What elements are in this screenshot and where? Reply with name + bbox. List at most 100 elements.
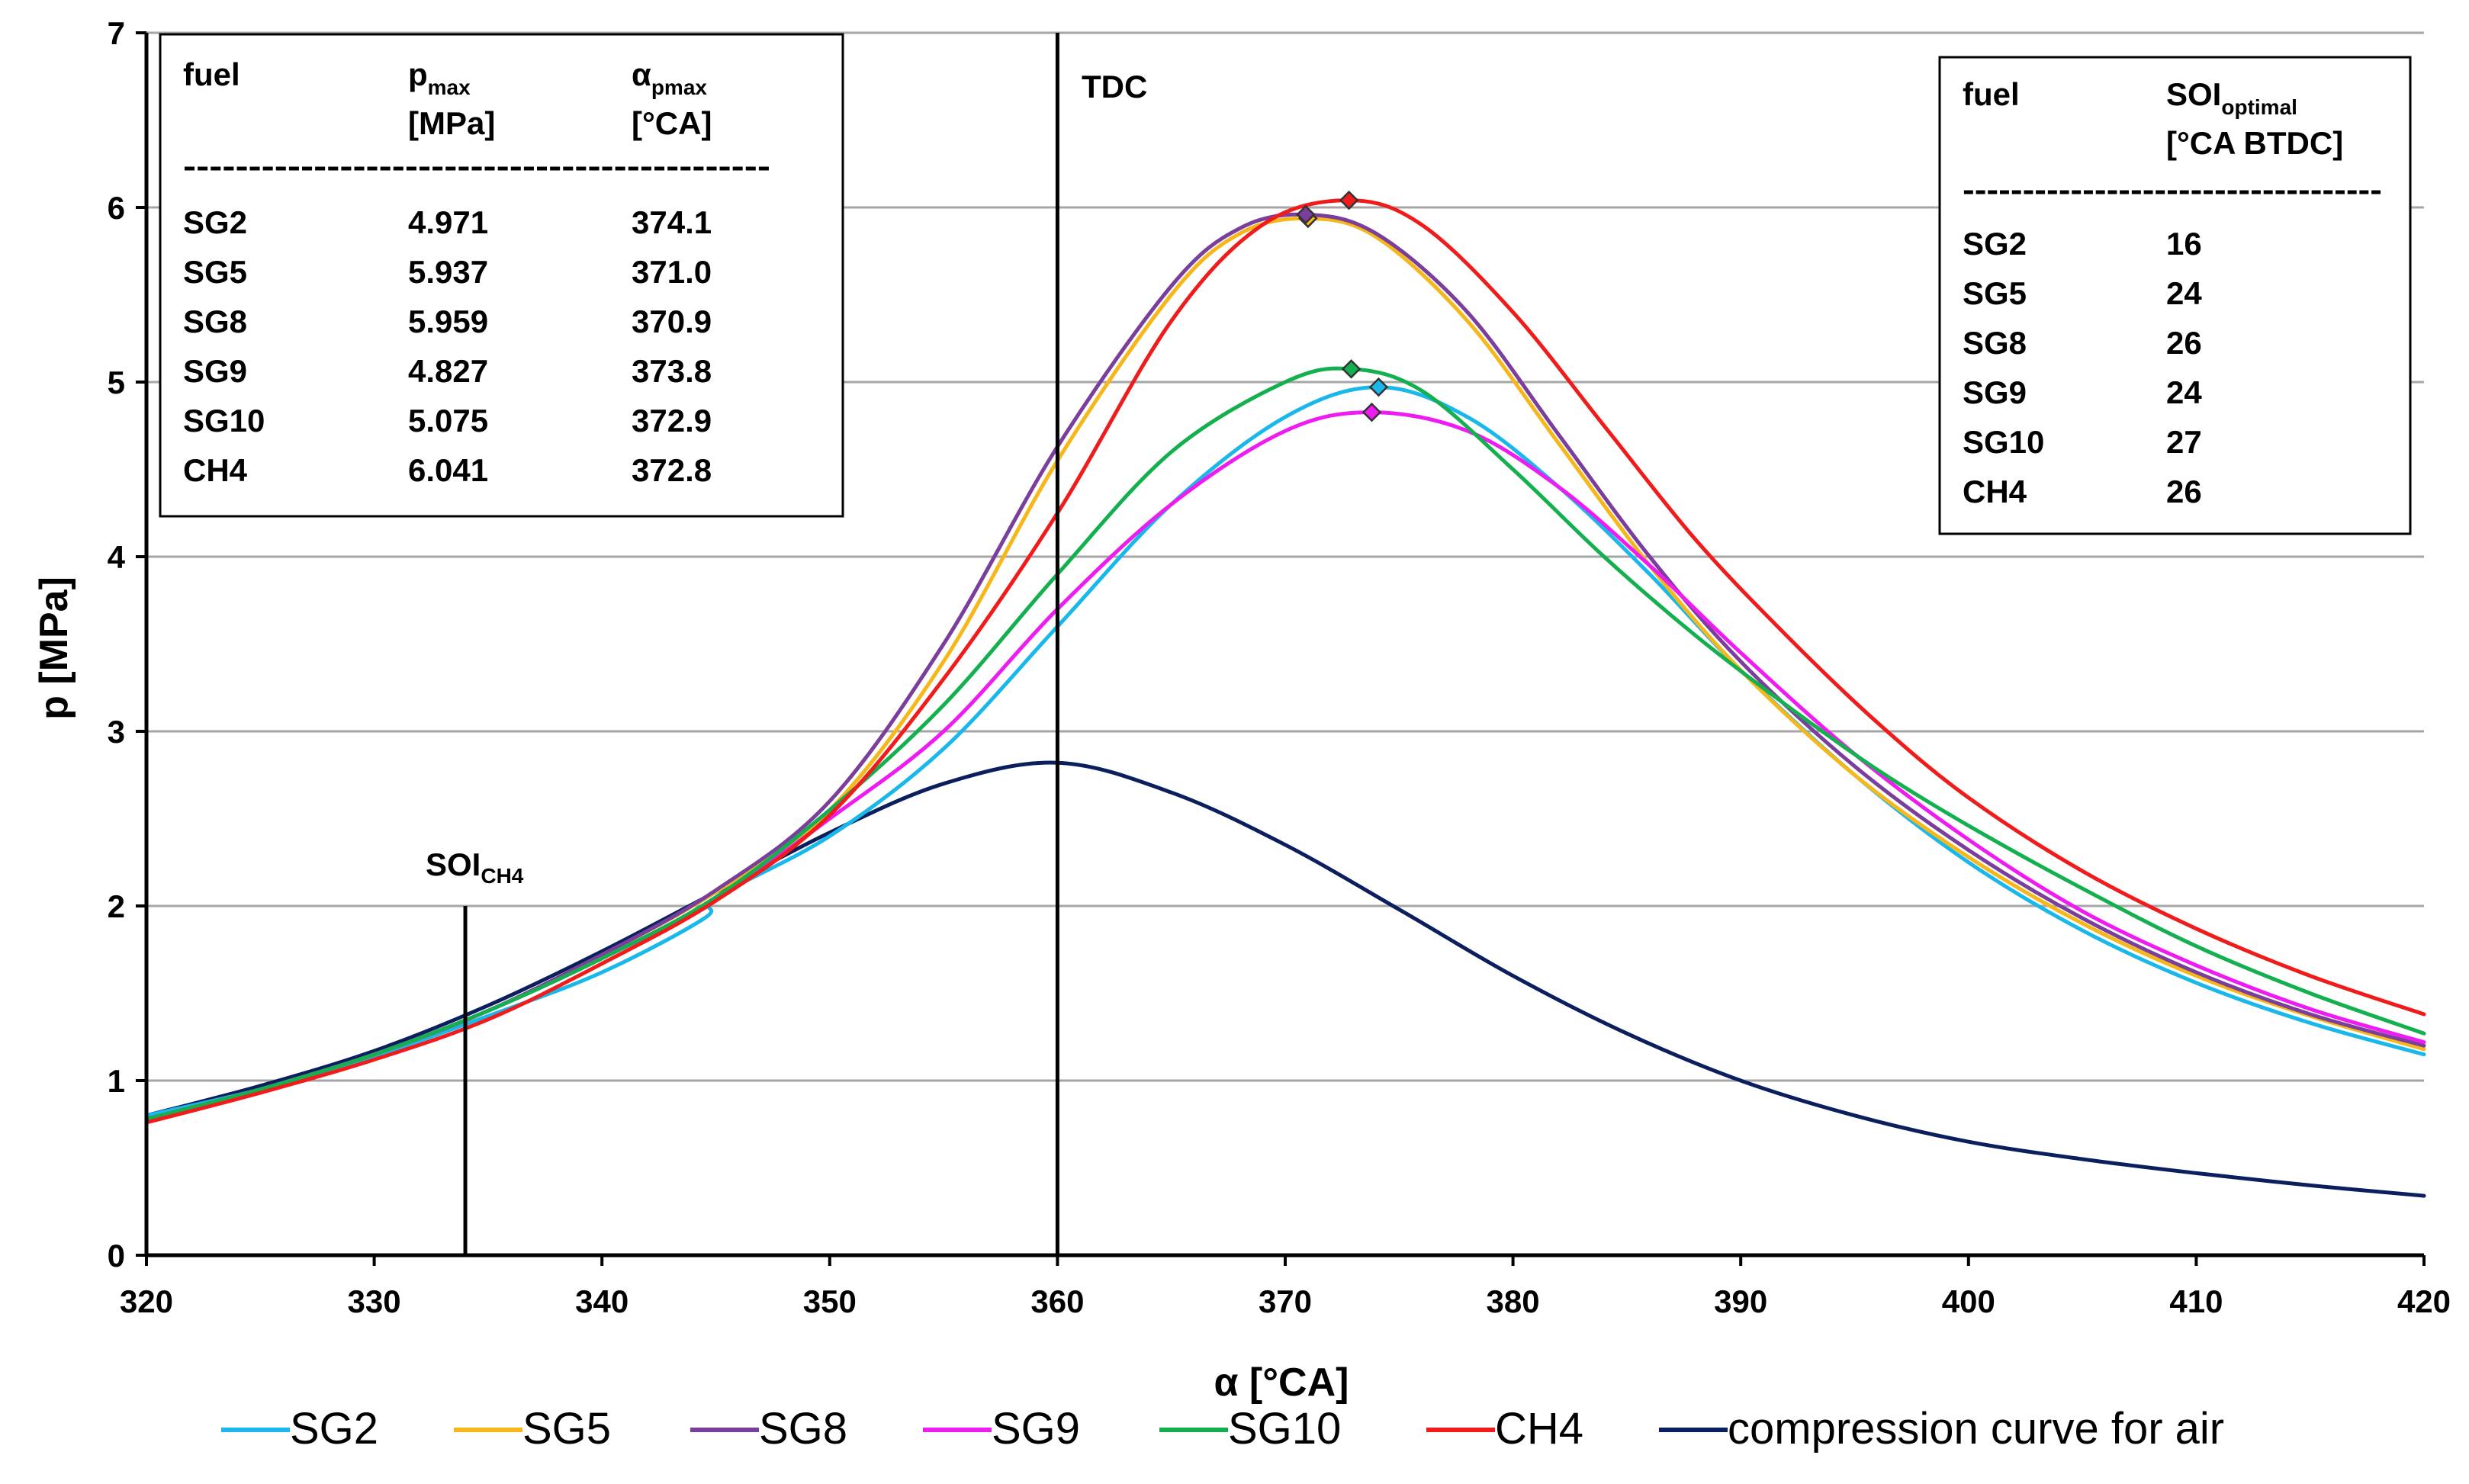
tick-labels: 320 330 340 350 360 370 380 390 400 410 420 0 1 2 3 4 5 6… [108, 15, 2451, 1319]
tdc-label: TDC [1082, 69, 1147, 104]
soi-table-header-soi: SOIoptimal [2166, 76, 2297, 119]
y-tick-label-2: 2 [108, 888, 125, 924]
pmax-table-header-apmax: αpmax [632, 56, 707, 99]
soi-label: SOICH4 [426, 846, 524, 888]
pmax-row-pmax: 5.075 [408, 403, 488, 438]
pmax-table-header-apmax-unit: [°CA] [632, 105, 712, 141]
legend-label-sg5: SG5 [522, 1404, 611, 1453]
soi-row-fuel: SG9 [1963, 374, 2027, 410]
x-axis-label: α [°CA] [1214, 1360, 1349, 1405]
soi-row-fuel: SG2 [1963, 226, 2027, 262]
pmax-row-pmax: 4.971 [408, 204, 488, 240]
soi-table-box [1938, 56, 2412, 535]
y-tick-label-3: 3 [108, 714, 125, 750]
soi-row-value: 24 [2166, 275, 2202, 311]
soi-row-fuel: SG5 [1963, 275, 2027, 311]
soi-table: fuel SOIoptimal [°CA BTDC] -------------… [1938, 56, 2412, 535]
soi-row-fuel: SG8 [1963, 325, 2027, 361]
peak-marker-ch4 [1339, 190, 1359, 210]
pmax-header-main: p [408, 56, 428, 92]
peak-marker-sg2 [1368, 377, 1389, 397]
y-tick-label-0: 0 [108, 1238, 125, 1274]
x-tick-label-350: 350 [803, 1283, 857, 1319]
soi-row-value: 27 [2166, 424, 2202, 460]
pmax-table-box [159, 33, 844, 518]
pmax-table-header-fuel: fuel [183, 56, 240, 92]
pmax-row-fuel: SG8 [183, 304, 247, 339]
soi-header-sub: optimal [2221, 95, 2297, 119]
x-tick-label-410: 410 [2169, 1283, 2223, 1319]
x-tick-label-320: 320 [120, 1283, 173, 1319]
pmax-row-apmax: 371.0 [632, 254, 712, 290]
pmax-row-pmax: 4.827 [408, 353, 488, 389]
pmax-table-header-pmax-unit: [MPa] [408, 105, 495, 141]
pmax-row-fuel: SG9 [183, 353, 247, 389]
axes [136, 31, 2426, 1266]
series-layer [144, 198, 2426, 1198]
legend-label-sg2: SG2 [290, 1404, 378, 1453]
pmax-row-fuel: SG5 [183, 254, 247, 290]
x-tick-label-360: 360 [1030, 1283, 1084, 1319]
pmax-row-pmax: 6.041 [408, 452, 488, 488]
pmax-row-fuel: CH4 [183, 452, 248, 488]
y-tick-label-7: 7 [108, 15, 125, 51]
soi-row-fuel: SG10 [1963, 424, 2044, 460]
x-tick-label-370: 370 [1259, 1283, 1312, 1319]
pmax-table-header-pmax: pmax [408, 56, 471, 99]
y-tick-label-1: 1 [108, 1063, 125, 1099]
y-tick-label-4: 4 [108, 539, 126, 575]
soi-label-main: SOI [426, 846, 481, 882]
x-tick-label-390: 390 [1714, 1283, 1767, 1319]
pmax-table-separator: ----------------------------------------… [183, 148, 770, 184]
peak-markers [1296, 190, 1389, 422]
pmax-row-pmax: 5.959 [408, 304, 488, 339]
legend-label-compression-curve-for-air: compression curve for air [1728, 1404, 2224, 1453]
x-tick-label-380: 380 [1487, 1283, 1540, 1319]
x-tick-label-330: 330 [348, 1283, 401, 1319]
soi-table-rows: SG2 16 SG5 24 SG8 26 SG9 24 SG10 27 CH4 26 [1963, 226, 2202, 509]
y-tick-label-6: 6 [108, 190, 125, 226]
soi-row-value: 16 [2166, 226, 2202, 262]
soi-row-value: 26 [2166, 325, 2202, 361]
y-tick-label-5: 5 [108, 365, 125, 400]
legend: SG2 SG5 SG8 SG9 SG10 CH4 compression curve for… [221, 1404, 2224, 1453]
pmax-table-rows: SG2 4.971 374.1 SG5 5.937 371.0 SG8 5.959 370.9 S… [183, 204, 712, 488]
legend-label-ch4: CH4 [1495, 1404, 1583, 1453]
apmax-header-main: α [632, 56, 651, 92]
pmax-row-fuel: SG10 [183, 403, 265, 438]
apmax-header-sub: pmax [651, 75, 708, 99]
soi-row-value: 26 [2166, 474, 2202, 509]
soi-table-header-soi-unit: [°CA BTDC] [2166, 125, 2343, 161]
series-line-ch4 [144, 198, 2426, 1125]
peak-marker-sg9 [1361, 402, 1382, 422]
legend-label-sg8: SG8 [759, 1404, 847, 1453]
y-axis-label: p [MPa] [32, 577, 76, 720]
pmax-row-apmax: 372.9 [632, 403, 712, 438]
soi-row-fuel: CH4 [1963, 474, 2027, 509]
pmax-table: fuel pmax [MPa] αpmax [°CA] ------------… [159, 33, 844, 518]
legend-label-sg10: SG10 [1228, 1404, 1341, 1453]
peak-marker-sg10 [1341, 359, 1361, 379]
pmax-row-pmax: 5.937 [408, 254, 488, 290]
pmax-row-apmax: 374.1 [632, 204, 712, 240]
soi-row-value: 24 [2166, 374, 2202, 410]
pmax-row-apmax: 370.9 [632, 304, 712, 339]
series-line-sg10 [144, 366, 2426, 1121]
x-tick-label-400: 400 [1942, 1283, 1995, 1319]
peak-marker-sg8 [1296, 204, 1316, 225]
series-line-compression-curve-for-air [144, 760, 2426, 1198]
legend-label-sg9: SG9 [992, 1404, 1080, 1453]
soi-table-separator: ----------------------------------- [1963, 172, 2382, 207]
soi-label-sub: CH4 [481, 864, 523, 888]
soi-header-main: SOI [2166, 76, 2221, 112]
pmax-row-apmax: 372.8 [632, 452, 712, 488]
x-tick-label-340: 340 [575, 1283, 629, 1319]
series-line-sg2 [144, 385, 2426, 1118]
soi-table-header-fuel: fuel [1963, 76, 2020, 112]
pmax-header-sub: max [428, 75, 471, 99]
pmax-row-fuel: SG2 [183, 204, 247, 240]
pmax-row-apmax: 373.8 [632, 353, 712, 389]
x-tick-label-420: 420 [2397, 1283, 2451, 1319]
vertical-markers [463, 33, 1059, 1255]
